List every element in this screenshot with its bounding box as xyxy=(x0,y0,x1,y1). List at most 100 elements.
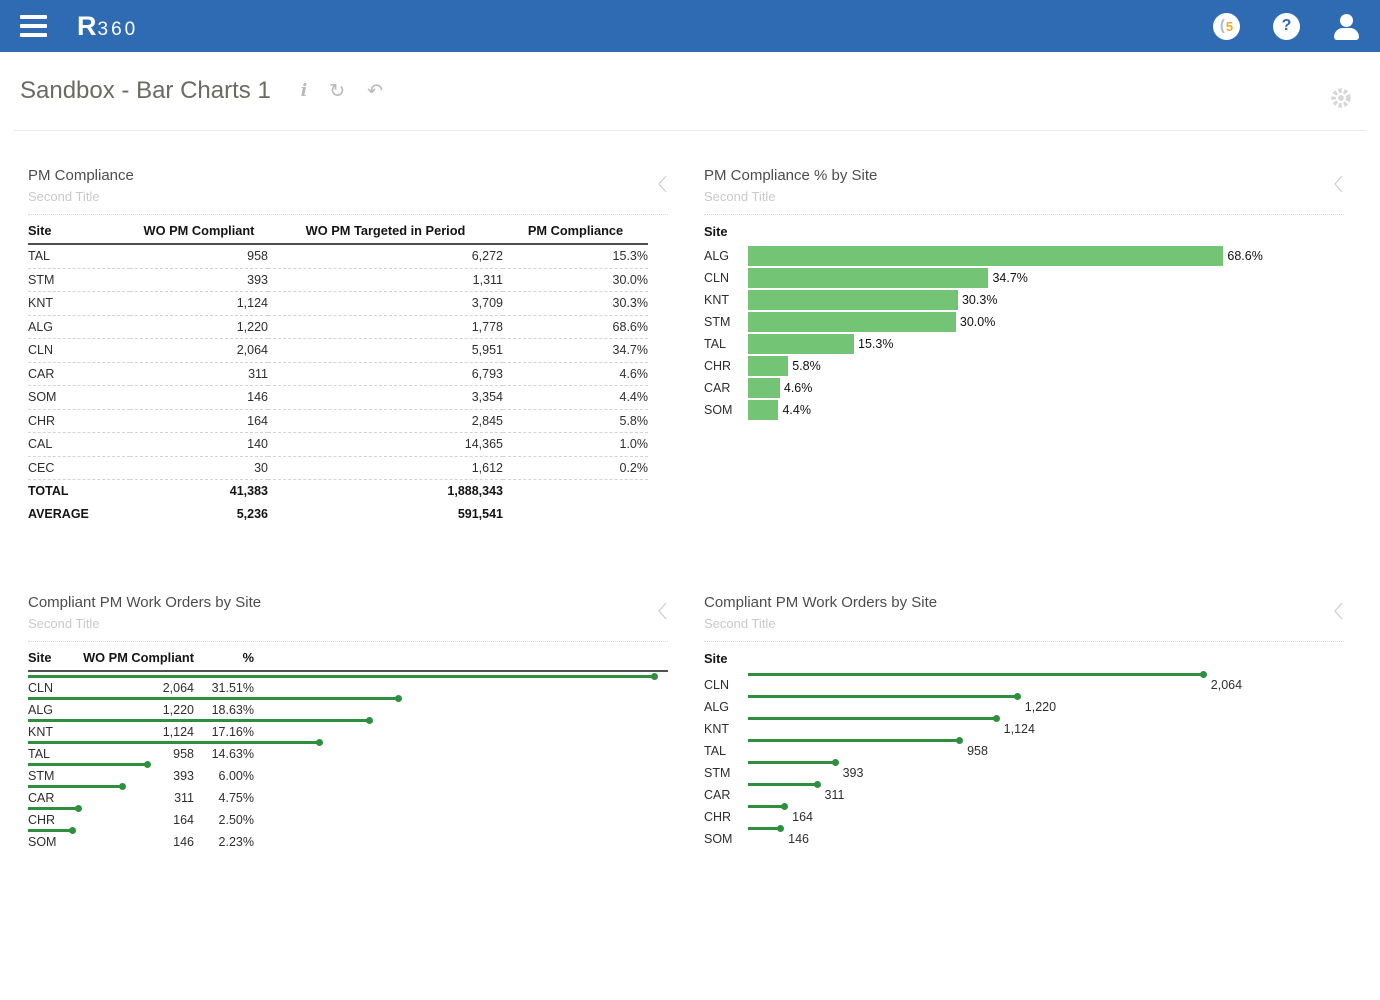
lollipop-line[interactable] xyxy=(748,737,964,744)
bar[interactable] xyxy=(748,246,1224,266)
lollipop-line[interactable] xyxy=(28,827,77,834)
settings-gear-icon[interactable] xyxy=(1330,87,1352,109)
help-icon[interactable]: ? xyxy=(1273,12,1300,40)
site-label: CLN xyxy=(28,681,54,695)
value-label: 1,124 xyxy=(1003,722,1035,736)
table-cell: 1,311 xyxy=(268,268,503,292)
bar[interactable] xyxy=(748,334,855,354)
bar-category-label: TAL xyxy=(704,744,726,758)
table-cell: 1,778 xyxy=(268,315,503,339)
lollipop-line[interactable] xyxy=(28,695,403,702)
panel-pm-compliance-pct: PM Compliance % by Site Second Title Sit… xyxy=(704,160,1344,421)
bar-value-label: 68.6% xyxy=(1227,249,1263,263)
panel-title: PM Compliance % by Site xyxy=(704,167,878,184)
percent-cell: 18.63% xyxy=(211,703,254,717)
lollipop-track: 146 xyxy=(748,825,1344,848)
lollipop-table-row: CHR 164 2.50% xyxy=(28,805,668,828)
lollipop-line[interactable] xyxy=(748,781,821,788)
value-cell: 393 xyxy=(173,769,194,783)
bar-track: 30.0% xyxy=(748,312,1344,332)
table-row: CLN 2,064 5,951 34.7% xyxy=(28,338,648,363)
collapse-chevron-icon[interactable] xyxy=(1333,601,1344,621)
percent-cell: 14.63% xyxy=(211,747,254,761)
table-cell: 5,951 xyxy=(268,338,503,363)
bar-track: 4.4% xyxy=(748,400,1344,420)
lollipop-line[interactable] xyxy=(28,783,127,790)
table-cell: 1,124 xyxy=(130,291,268,316)
info-icon[interactable]: i xyxy=(300,81,308,101)
notification-arc: ( xyxy=(1219,16,1225,34)
lollipop-line[interactable] xyxy=(28,739,323,746)
table-cell: CHR xyxy=(28,409,130,433)
lollipop-line[interactable] xyxy=(748,825,785,832)
undo-icon[interactable]: ↶ xyxy=(367,80,384,102)
bar-track: 68.6% xyxy=(748,246,1344,266)
percent-cell: 2.23% xyxy=(218,835,254,849)
header-divider xyxy=(14,130,1366,131)
bar-category-label: STM xyxy=(704,766,731,780)
bar-row: ALG 68.6% xyxy=(704,245,1344,267)
lollipop-line[interactable] xyxy=(28,717,373,724)
user-profile-icon[interactable] xyxy=(1333,13,1360,40)
bar[interactable] xyxy=(748,400,779,420)
table-cell: 4.4% xyxy=(503,385,648,410)
logo-r-text: R xyxy=(77,10,97,41)
lollipop-line[interactable] xyxy=(28,673,659,680)
lollipop-line[interactable] xyxy=(748,671,1207,678)
lollipop-table-row: SOM 146 2.23% xyxy=(28,827,668,850)
lollipop-line[interactable] xyxy=(748,715,1000,722)
bar[interactable] xyxy=(748,356,789,376)
table-cell: 393 xyxy=(130,268,268,292)
site-label: SOM xyxy=(28,835,57,849)
refresh-icon[interactable]: ↻ xyxy=(329,80,346,102)
bar[interactable] xyxy=(748,290,958,310)
bar-category-label: KNT xyxy=(704,722,729,736)
lollipop-chart: CLN 2,064 ALG 1,220 KNT 1,124 TAL 958 STM 393 CAR 3… xyxy=(704,671,1344,848)
table-row: CAR 311 6,793 4.6% xyxy=(28,362,648,386)
lollipop-row: TAL 958 xyxy=(704,737,1344,760)
page-title: Sandbox - Bar Charts 1 xyxy=(20,77,271,104)
row-text: SOM 146 2.23% xyxy=(28,828,668,849)
table-cell xyxy=(503,503,648,526)
column-header: % xyxy=(242,650,254,665)
table-cell: ALG xyxy=(28,315,130,339)
collapse-chevron-icon[interactable] xyxy=(1333,174,1344,194)
collapse-chevron-icon[interactable] xyxy=(657,601,668,621)
table-row: SOM 146 3,354 4.4% xyxy=(28,385,648,410)
bar-track: 34.7% xyxy=(748,268,1344,288)
notification-badge: 5 xyxy=(1225,18,1234,34)
value-label: 311 xyxy=(824,788,845,802)
table-cell: CEC xyxy=(28,456,130,480)
panel-title: Compliant PM Work Orders by Site xyxy=(28,594,262,611)
value-cell: 164 xyxy=(173,813,194,827)
site-label: TAL xyxy=(28,747,50,761)
lollipop-line[interactable] xyxy=(748,803,789,810)
table-cell: 3,354 xyxy=(268,385,503,410)
notifications-icon[interactable]: ( 5 xyxy=(1213,12,1240,40)
table-cell: 591,541 xyxy=(457,506,503,521)
bar[interactable] xyxy=(748,268,989,288)
y-axis-label: Site xyxy=(704,651,728,666)
column-header: Site xyxy=(28,650,52,665)
column-header: WO PM Compliant xyxy=(83,650,194,665)
panel-compliant-wo-chart: Compliant PM Work Orders by Site Second … xyxy=(704,587,1344,848)
bar-value-label: 30.3% xyxy=(961,293,998,307)
bar[interactable] xyxy=(748,378,780,398)
table-cell: 41,383 xyxy=(229,484,268,498)
lollipop-line[interactable] xyxy=(748,693,1021,700)
app-logo[interactable]: R 360 xyxy=(77,11,138,42)
bar-category-label: CAR xyxy=(704,788,731,802)
lollipop-row: CHR 164 xyxy=(704,803,1344,826)
lollipop-line[interactable] xyxy=(28,761,152,768)
collapse-chevron-icon[interactable] xyxy=(657,174,668,194)
bar[interactable] xyxy=(748,312,956,332)
lollipop-row: CLN 2,064 xyxy=(704,671,1344,694)
menu-icon[interactable] xyxy=(20,15,47,37)
site-label: CHR xyxy=(28,813,56,827)
table-cell: 311 xyxy=(130,362,268,386)
panel-title: PM Compliance xyxy=(28,167,134,184)
lollipop-line[interactable] xyxy=(28,805,82,812)
lollipop-line[interactable] xyxy=(748,759,839,766)
table-summary-row: AVERAGE 5,236 591,541 xyxy=(28,503,648,526)
panel-subtitle: Second Title xyxy=(28,616,100,631)
